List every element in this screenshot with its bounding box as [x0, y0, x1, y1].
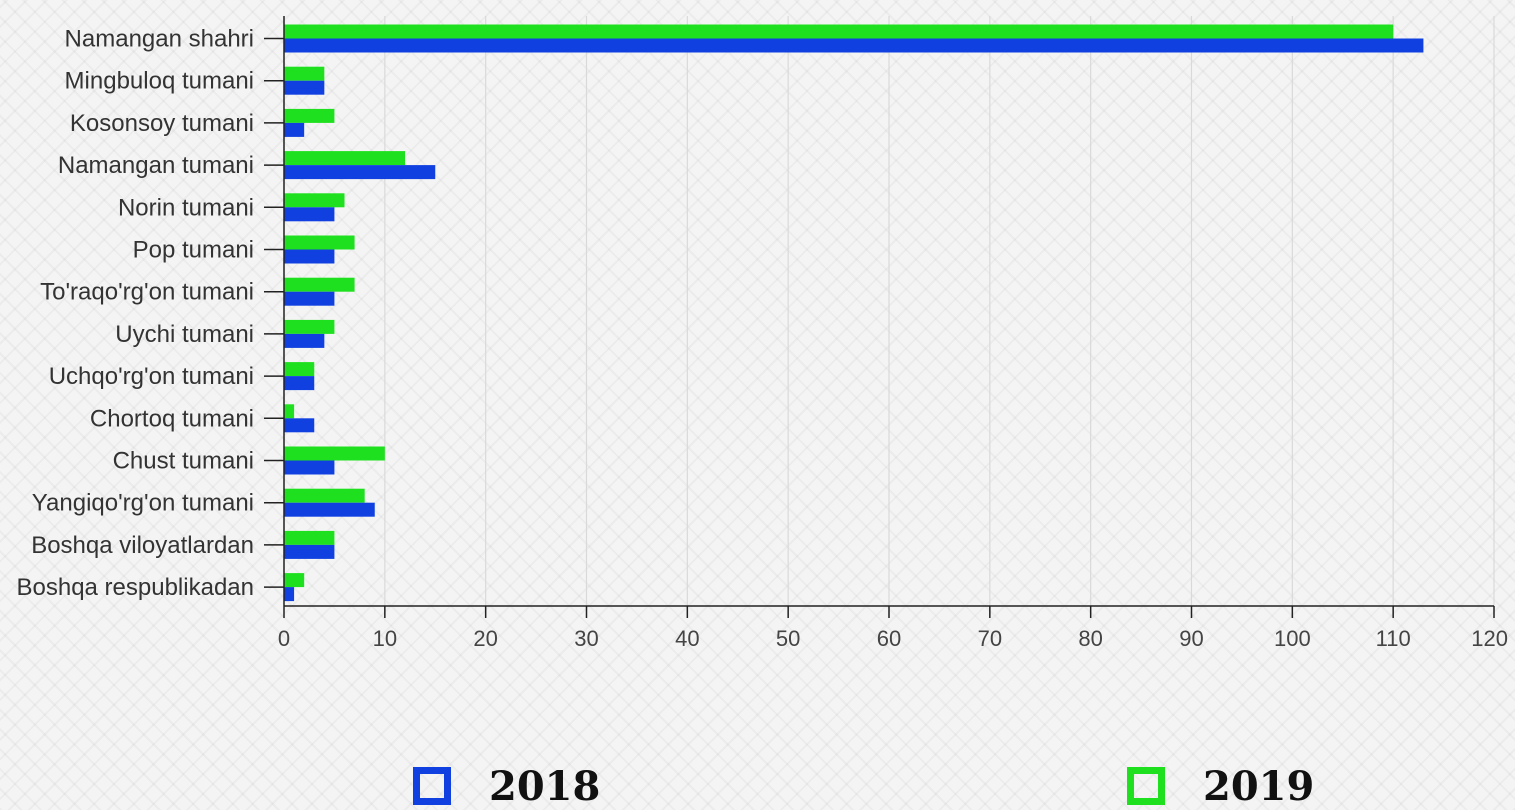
bar-2018 [284, 502, 375, 517]
bar-2019 [284, 24, 1394, 39]
bar-2018 [284, 80, 325, 95]
bar-2019 [284, 108, 335, 123]
bar-2018 [284, 587, 295, 602]
x-tick-label: 70 [978, 626, 1002, 651]
category-label: Norin tumani [118, 194, 254, 221]
bar-2019 [284, 193, 345, 208]
bar-2018 [284, 418, 315, 433]
legend-swatch-2018 [413, 767, 451, 805]
bar-2018 [284, 544, 335, 559]
x-tick-label: 30 [574, 626, 598, 651]
x-tick-label: 50 [776, 626, 800, 651]
legend-item-2019: 2019 [1127, 762, 1314, 810]
x-tick-label: 120 [1471, 626, 1508, 651]
bar-2019 [284, 151, 405, 166]
legend-item-2018: 2018 [413, 762, 600, 810]
category-label: Namangan shahri [65, 26, 254, 53]
bar-2018 [284, 291, 335, 306]
x-tick-label: 60 [877, 626, 901, 651]
bar-2018 [284, 376, 315, 391]
bar-2018 [284, 165, 436, 180]
category-label: Pop tumani [133, 237, 254, 264]
bar-2019 [284, 488, 365, 503]
bar-2018 [284, 207, 335, 222]
x-tick-label: 10 [373, 626, 397, 651]
x-tick-labels: 0 10 20 30 40 50 60 70 80 90 100 110 120 [278, 626, 1508, 651]
x-tick-label: 0 [278, 626, 290, 651]
bar-2018 [284, 333, 325, 348]
category-label: Uychi tumani [115, 321, 254, 348]
bar-2019 [284, 66, 325, 81]
category-label: Kosonsoy tumani [70, 110, 254, 137]
legend-label-2019: 2019 [1203, 762, 1315, 810]
category-labels: Namangan shahri Mingbuloq tumani Kosonsoy … [16, 26, 254, 602]
bar-2019 [284, 319, 335, 334]
bar-chart: Namangan shahri Mingbuloq tumani Kosonsoy … [16, 16, 1508, 651]
x-tick-label: 90 [1179, 626, 1203, 651]
legend-swatch-2019 [1127, 767, 1165, 805]
bar-2019 [284, 235, 355, 250]
bar-2019 [284, 573, 305, 588]
x-tick-label: 100 [1274, 626, 1311, 651]
category-label: Boshqa respublikadan [16, 574, 254, 601]
bar-2018 [284, 460, 335, 475]
category-label: Yangiqo'rg'on tumani [32, 490, 254, 517]
bar-2018 [284, 38, 1424, 53]
bar-2018 [284, 249, 335, 264]
bar-2019 [284, 277, 355, 292]
bars [284, 24, 1424, 602]
legend-label-2018: 2018 [489, 762, 601, 810]
x-tick-label: 20 [473, 626, 497, 651]
gridlines [384, 16, 1495, 606]
bar-2019 [284, 446, 385, 461]
x-tick-label: 40 [675, 626, 699, 651]
axes [264, 16, 1495, 618]
category-label: Namangan tumani [58, 152, 254, 179]
bar-2019 [284, 404, 295, 419]
category-label: Uchqo'rg'on tumani [49, 363, 254, 390]
bar-2018 [284, 122, 305, 137]
x-tick-label: 110 [1376, 626, 1411, 651]
bar-2019 [284, 530, 335, 545]
category-label: Chortoq tumani [90, 405, 254, 432]
category-label: Chust tumani [113, 448, 254, 475]
category-label: Mingbuloq tumani [65, 68, 254, 95]
category-label: To'raqo'rg'on tumani [40, 279, 254, 306]
category-label: Boshqa viloyatlardan [31, 532, 254, 559]
bar-2019 [284, 362, 315, 377]
x-tick-label: 80 [1078, 626, 1102, 651]
